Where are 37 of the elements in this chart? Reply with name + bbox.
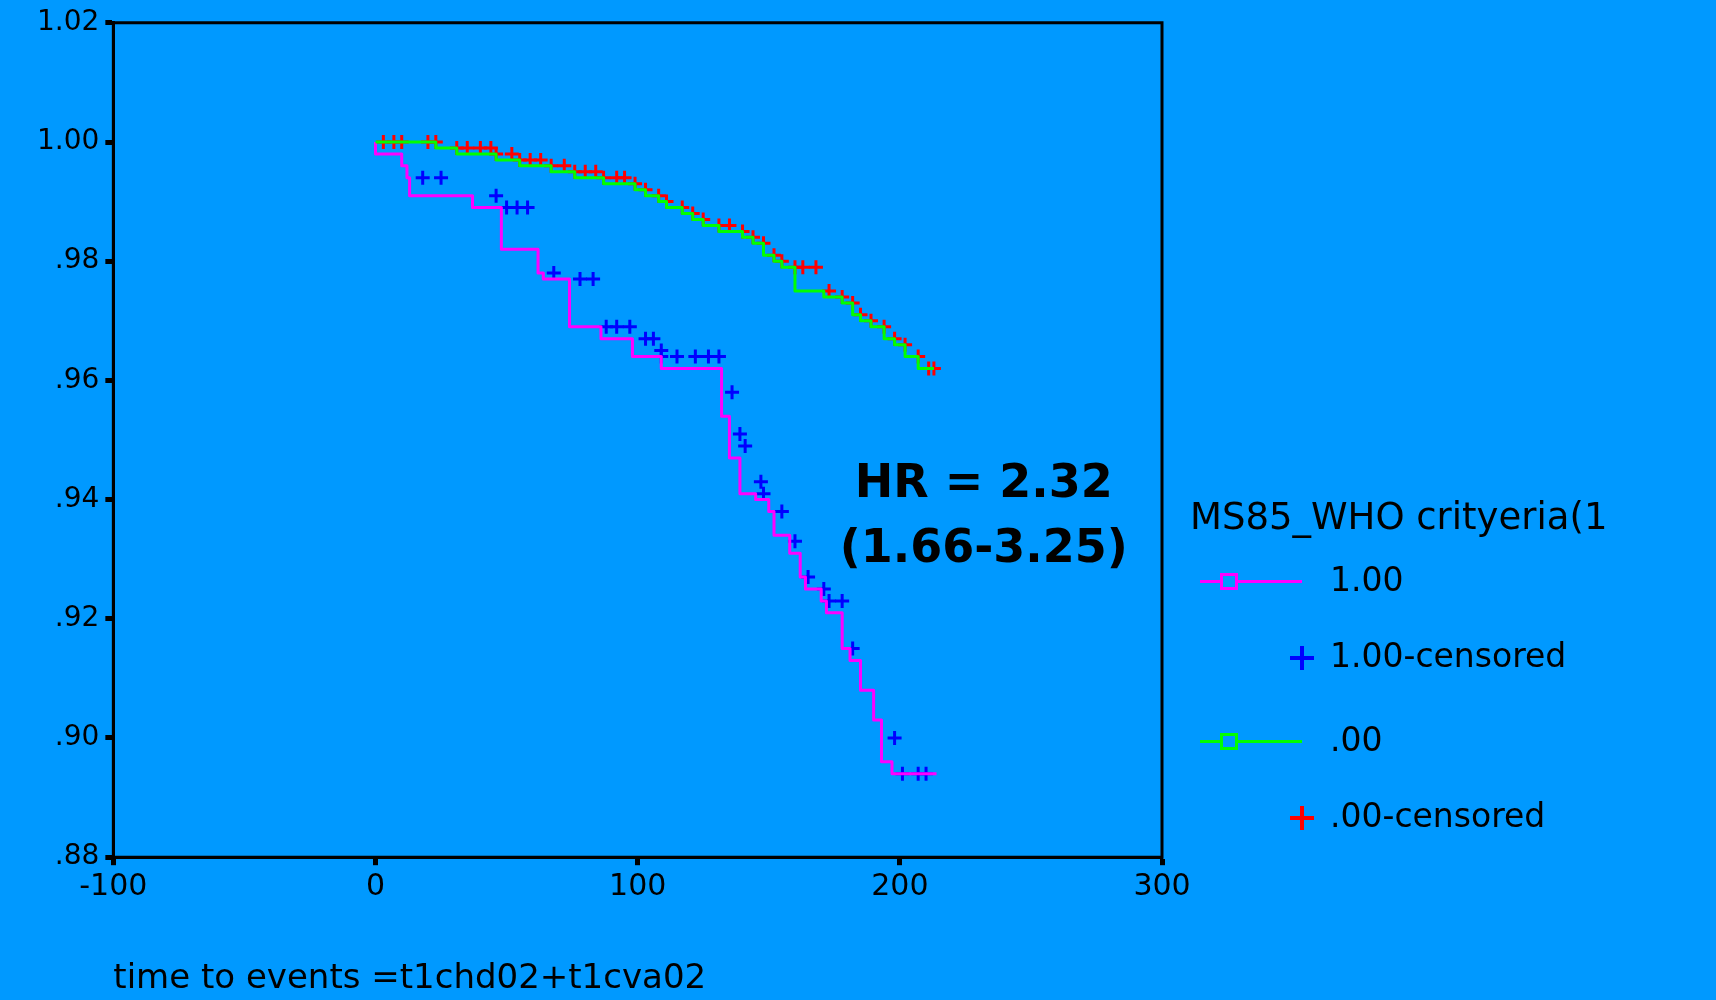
y-tick-label: .90: [54, 719, 100, 753]
point: [752, 473, 770, 491]
point: [571, 270, 589, 288]
point: [731, 425, 749, 443]
annotation: (1.66-3.25): [839, 519, 1128, 574]
y-tick-label: .96: [54, 361, 100, 395]
x-tick-label: 0: [365, 867, 386, 902]
y-tick-label: 1.00: [37, 123, 100, 157]
point: [794, 258, 812, 276]
y-tick-label: .98: [54, 242, 100, 276]
y-tick-label: 1.02: [37, 4, 100, 38]
x-axis-title: time to events =t1chd02+t1cva02: [113, 956, 707, 997]
point: [584, 270, 602, 288]
y-tick-label: .92: [54, 600, 100, 634]
y-tick-label: .94: [54, 480, 100, 514]
point: [723, 383, 741, 401]
point: [668, 348, 686, 366]
point: [414, 169, 432, 187]
legend-label: .00-censored: [1330, 796, 1546, 835]
x-tick-label: 300: [1133, 867, 1191, 902]
point: [621, 318, 639, 336]
legend-title: MS85_WHO crityeria(1: [1190, 495, 1609, 538]
point: [886, 729, 904, 747]
point: [686, 348, 704, 366]
legend-label: 1.00-censored: [1330, 636, 1567, 675]
point: [736, 437, 754, 455]
x-tick-label: 200: [871, 867, 929, 902]
point: [487, 187, 505, 205]
x-tick-label: 100: [609, 867, 667, 902]
point: [833, 592, 851, 610]
legend-label: 1.00: [1330, 560, 1404, 599]
annotation: HR = 2.32: [854, 454, 1113, 509]
point: [807, 258, 825, 276]
legend-label: .00: [1330, 720, 1383, 759]
point: [432, 169, 450, 187]
point: [608, 318, 626, 336]
point: [773, 503, 791, 521]
